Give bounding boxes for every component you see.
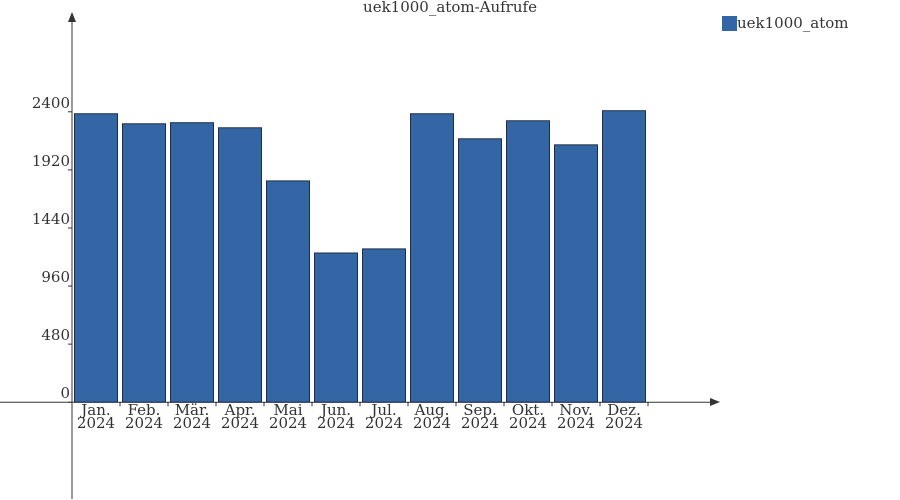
y-axis-arrow (68, 12, 76, 22)
bar (74, 113, 118, 403)
bar (554, 144, 598, 403)
x-tick-label: Feb. 2024 (125, 401, 163, 432)
bar (410, 113, 454, 403)
bar (122, 123, 166, 403)
x-tick-label: Jun. 2024 (317, 401, 355, 432)
bar (266, 180, 310, 403)
x-tick-label: Dez. 2024 (605, 401, 643, 432)
x-tick-label: Okt. 2024 (509, 401, 547, 432)
bar (170, 122, 214, 403)
y-tick-label: 2400 (32, 94, 70, 112)
y-tick-label: 1920 (32, 152, 70, 170)
bar (314, 252, 358, 403)
legend-swatch (722, 16, 737, 31)
x-tick-label: Aug. 2024 (413, 401, 451, 432)
x-tick-label: Apr. 2024 (221, 401, 259, 432)
bar (506, 120, 550, 403)
y-tick-label: 1440 (32, 210, 70, 228)
y-tick-label: 960 (41, 268, 70, 286)
y-tick-label: 480 (41, 326, 70, 344)
x-tick-label: Sep. 2024 (461, 401, 499, 432)
bar (602, 110, 646, 403)
x-tick-label: Nov. 2024 (557, 401, 595, 432)
x-tick-label: Jan. 2024 (77, 401, 115, 432)
x-tick-label: Jul. 2024 (365, 401, 403, 432)
chart-title: uek1000_atom-Aufrufe (363, 0, 537, 16)
y-tick-label: 0 (60, 384, 70, 402)
bar (362, 248, 406, 403)
x-tick-label: Mai 2024 (269, 401, 307, 432)
bar (218, 127, 262, 403)
x-axis-arrow (710, 398, 720, 406)
legend-label: uek1000_atom (737, 14, 849, 32)
x-tick-label: Mär. 2024 (173, 401, 211, 432)
bar (458, 138, 502, 403)
